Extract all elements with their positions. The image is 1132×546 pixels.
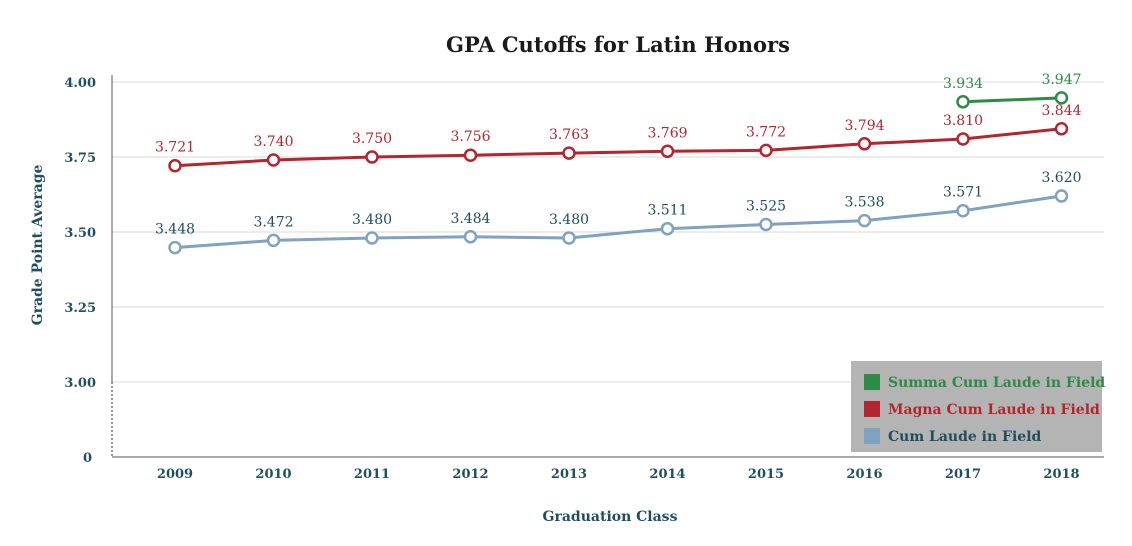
data-label: 3.721	[155, 140, 195, 156]
data-label: 3.947	[1041, 72, 1081, 88]
data-label: 3.484	[450, 211, 490, 227]
data-point	[1054, 189, 1069, 203]
series-group: 3.934 3.947 3.721 3.740 3.750 3.756 3.763 3.769…	[155, 72, 1082, 255]
data-label: 3.756	[450, 129, 490, 145]
legend-entry: Magna Cum Laude in Field	[888, 402, 1100, 418]
data-point	[660, 144, 675, 159]
data-label: 3.772	[746, 124, 786, 140]
data-point	[660, 221, 675, 236]
series-line	[174, 194, 1062, 250]
x-tick-label: 2011	[354, 467, 390, 482]
x-tick-label: 2018	[1043, 467, 1079, 482]
y-tick-label: 3.75	[64, 151, 96, 166]
data-label: 3.480	[352, 212, 392, 228]
data-label: 3.538	[844, 195, 884, 211]
data-point	[759, 143, 773, 158]
data-point	[1054, 122, 1069, 136]
data-label: 3.525	[746, 199, 786, 215]
data-point	[463, 148, 478, 162]
data-point	[857, 137, 872, 151]
data-label: 3.794	[844, 118, 884, 134]
y-tick-label: 3.50	[64, 226, 96, 241]
series-magna-cum-laude-in-field: 3.721 3.740 3.750 3.756 3.763 3.769 3.772 3.794…	[155, 103, 1082, 173]
data-label: 3.763	[549, 127, 589, 143]
data-label: 3.472	[253, 214, 293, 230]
data-label: 3.620	[1041, 170, 1081, 186]
data-label: 3.769	[647, 125, 687, 141]
legend-swatch	[864, 401, 880, 417]
data-label: 3.750	[352, 131, 392, 147]
x-axis-title: Graduation Class	[543, 509, 678, 525]
x-tick-labels: 2009 2010 2011 2012 2013 2014 2015 2016 2017 2018	[157, 467, 1080, 482]
x-tick-label: 2010	[255, 467, 291, 482]
x-tick-label: 2014	[649, 467, 685, 482]
x-tick-label: 2012	[452, 467, 488, 482]
data-point	[365, 150, 379, 164]
data-label: 3.810	[943, 113, 983, 129]
x-tick-label: 2015	[748, 467, 784, 482]
x-tick-label: 2016	[846, 467, 882, 482]
legend-entry: Cum Laude in Field	[888, 429, 1042, 445]
legend-box	[851, 361, 1102, 452]
series-line	[174, 127, 1062, 168]
x-tick-label: 2017	[945, 467, 981, 482]
data-point	[168, 240, 182, 255]
legend-entry: Summa Cum Laude in Field	[888, 375, 1105, 391]
axes	[111, 75, 1104, 458]
data-label: 3.448	[155, 222, 195, 238]
y-tick-labels: 3.00 3.25 3.50 3.75 4.00	[64, 76, 96, 391]
data-point	[956, 132, 970, 146]
data-label: 3.934	[943, 76, 983, 92]
legend: Summa Cum Laude in Field Magna Cum Laude …	[851, 361, 1105, 452]
data-point	[759, 217, 773, 232]
data-point	[1054, 91, 1069, 105]
data-point	[562, 231, 576, 245]
data-label: 3.740	[253, 134, 293, 150]
series-line	[962, 96, 1062, 104]
data-point	[956, 95, 970, 109]
data-point	[463, 230, 478, 244]
data-point	[266, 153, 281, 167]
chart-title: GPA Cutoffs for Latin Honors	[446, 32, 790, 57]
data-label: 3.571	[943, 185, 983, 201]
data-label: 3.844	[1041, 103, 1081, 119]
y-axis-title: Grade Point Average	[30, 165, 46, 326]
x-tick-label: 2013	[551, 467, 587, 482]
data-point	[562, 146, 576, 160]
y-floor-label: 0	[83, 451, 92, 466]
y-tick-label: 4.00	[64, 76, 96, 91]
series-cum-laude-in-field: 3.448 3.472 3.480 3.484 3.480 3.511 3.525 3.538…	[155, 170, 1082, 255]
legend-swatch	[864, 428, 880, 444]
y-tick-label: 3.00	[64, 376, 96, 391]
series-summa-cum-laude-in-field: 3.934 3.947	[943, 72, 1082, 109]
x-tick-label: 2009	[157, 467, 193, 482]
data-point	[168, 158, 182, 173]
data-point	[365, 231, 379, 245]
data-label: 3.511	[647, 203, 687, 219]
y-tick-label: 3.25	[64, 301, 96, 316]
legend-swatch	[864, 374, 880, 390]
data-point	[857, 213, 872, 228]
data-label: 3.480	[549, 212, 589, 228]
data-point	[266, 233, 281, 248]
data-point	[956, 203, 970, 218]
